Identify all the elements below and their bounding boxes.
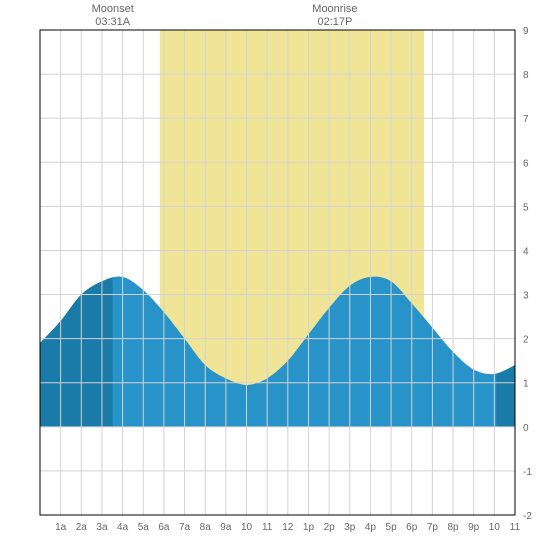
header-time: 03:31A (95, 16, 131, 28)
x-tick-label: 4p (365, 522, 377, 533)
x-tick-label: 8a (200, 522, 212, 533)
x-tick-label: 7p (427, 522, 439, 533)
x-tick-label: 4a (117, 522, 129, 533)
y-tick-label: 0 (523, 423, 529, 434)
tide-chart: 1a2a3a4a5a6a7a8a9a1011121p2p3p4p5p6p7p8p… (0, 0, 550, 550)
x-tick-label: 11 (262, 522, 273, 533)
x-tick-label: 3p (344, 522, 356, 533)
y-tick-label: 2 (523, 335, 529, 346)
y-tick-label: 4 (523, 246, 529, 257)
x-tick-label: 1p (303, 522, 315, 533)
y-tick-label: 9 (523, 26, 529, 37)
x-tick-label: 9a (220, 522, 232, 533)
x-tick-label: 2p (324, 522, 336, 533)
x-tick-label: 11 (510, 522, 521, 533)
y-tick-label: 8 (523, 70, 529, 81)
header-label: Moonset (92, 3, 134, 15)
x-tick-label: 6p (406, 522, 418, 533)
x-tick-label: 7a (179, 522, 191, 533)
y-tick-label: 7 (523, 114, 529, 125)
chart-svg: 1a2a3a4a5a6a7a8a9a1011121p2p3p4p5p6p7p8p… (0, 0, 550, 550)
x-tick-label: 10 (241, 522, 253, 533)
x-tick-label: 8p (447, 522, 459, 533)
y-tick-label: 3 (523, 291, 529, 302)
x-tick-label: 5a (138, 522, 150, 533)
header-time: 02:17P (317, 16, 352, 28)
x-tick-label: 12 (282, 522, 294, 533)
y-tick-label: -1 (523, 467, 532, 478)
x-tick-label: 10 (489, 522, 501, 533)
y-tick-label: -2 (523, 511, 532, 522)
header-label: Moonrise (312, 3, 357, 15)
y-tick-label: 1 (523, 379, 529, 390)
y-tick-label: 5 (523, 202, 529, 213)
x-tick-label: 2a (76, 522, 88, 533)
x-tick-label: 6a (158, 522, 170, 533)
x-tick-label: 9p (468, 522, 480, 533)
x-tick-label: 3a (96, 522, 108, 533)
x-tick-label: 5p (386, 522, 398, 533)
y-tick-label: 6 (523, 158, 529, 169)
x-tick-label: 1a (55, 522, 67, 533)
